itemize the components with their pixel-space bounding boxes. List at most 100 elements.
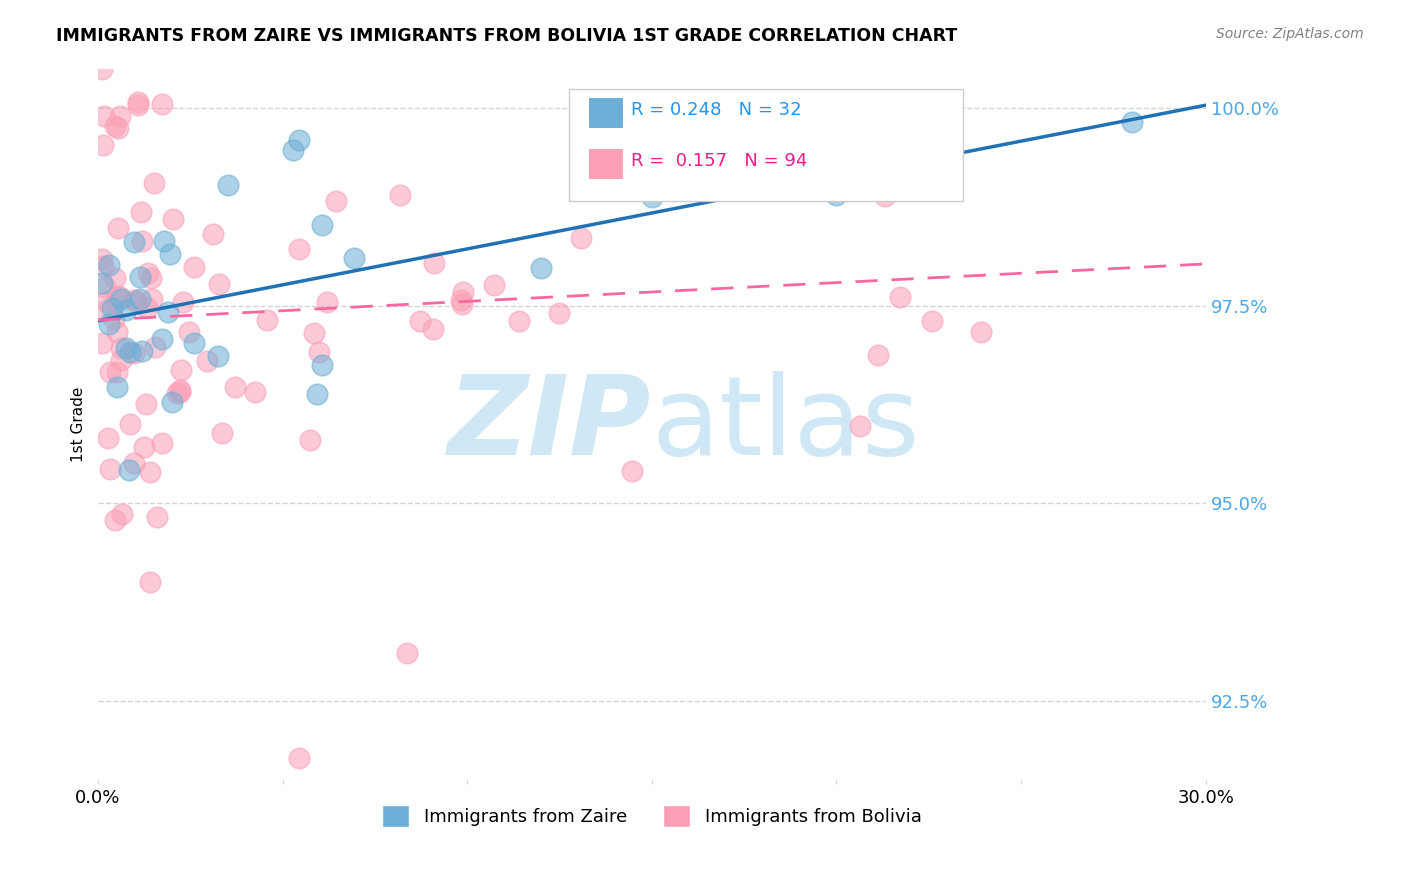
Point bbox=[316, 295, 339, 310]
Point bbox=[325, 194, 347, 209]
Point bbox=[94, 295, 117, 310]
Point bbox=[343, 251, 366, 265]
Point bbox=[224, 380, 246, 394]
Point bbox=[170, 363, 193, 377]
Point bbox=[211, 425, 233, 440]
Point bbox=[125, 294, 148, 309]
Point bbox=[288, 750, 311, 764]
Point bbox=[101, 301, 124, 316]
Point bbox=[311, 358, 333, 372]
Point bbox=[179, 325, 201, 339]
Point bbox=[129, 292, 152, 306]
Point bbox=[217, 178, 239, 192]
Point bbox=[620, 464, 643, 478]
Point bbox=[157, 304, 180, 318]
Point bbox=[135, 301, 157, 316]
Point bbox=[97, 258, 120, 272]
Point bbox=[243, 385, 266, 400]
Point bbox=[93, 109, 115, 123]
Point bbox=[111, 507, 134, 521]
Text: IMMIGRANTS FROM ZAIRE VS IMMIGRANTS FROM BOLIVIA 1ST GRADE CORRELATION CHART: IMMIGRANTS FROM ZAIRE VS IMMIGRANTS FROM… bbox=[56, 27, 957, 45]
Point bbox=[195, 353, 218, 368]
Point bbox=[90, 335, 112, 350]
Point bbox=[201, 227, 224, 242]
Point bbox=[970, 326, 993, 340]
Point bbox=[104, 513, 127, 527]
Point bbox=[127, 98, 149, 112]
Point bbox=[94, 280, 117, 294]
Point bbox=[90, 252, 112, 266]
Point bbox=[311, 219, 333, 233]
Point bbox=[107, 289, 129, 303]
Point bbox=[162, 212, 184, 227]
Point bbox=[548, 306, 571, 320]
Point bbox=[160, 394, 183, 409]
Point bbox=[706, 175, 728, 189]
Point bbox=[921, 313, 943, 327]
Point bbox=[183, 260, 205, 275]
Point bbox=[150, 96, 173, 111]
Point bbox=[1121, 115, 1143, 129]
Point bbox=[409, 314, 432, 328]
Point bbox=[281, 144, 304, 158]
Point bbox=[848, 419, 870, 434]
Legend: Immigrants from Zaire, Immigrants from Bolivia: Immigrants from Zaire, Immigrants from B… bbox=[375, 798, 929, 835]
Point bbox=[641, 190, 664, 204]
Point bbox=[388, 188, 411, 202]
Point bbox=[139, 271, 162, 285]
Point bbox=[143, 341, 166, 355]
Text: atlas: atlas bbox=[652, 370, 921, 477]
Point bbox=[450, 293, 472, 308]
Point bbox=[129, 270, 152, 285]
Point bbox=[207, 349, 229, 363]
Point bbox=[122, 456, 145, 470]
Point bbox=[288, 242, 311, 256]
Point bbox=[105, 380, 128, 394]
Point bbox=[117, 463, 139, 477]
Point bbox=[139, 574, 162, 589]
Point bbox=[825, 188, 848, 202]
Point bbox=[114, 302, 136, 317]
Point bbox=[159, 246, 181, 260]
Point bbox=[107, 220, 129, 235]
Point bbox=[97, 431, 120, 445]
Point bbox=[90, 62, 112, 77]
Point bbox=[256, 313, 278, 327]
Point bbox=[108, 109, 131, 123]
Point bbox=[91, 259, 114, 273]
Point bbox=[118, 345, 141, 359]
Point bbox=[150, 436, 173, 450]
Point bbox=[166, 385, 188, 400]
Point bbox=[136, 266, 159, 280]
Point bbox=[868, 348, 890, 362]
Point bbox=[169, 383, 191, 397]
Point bbox=[118, 417, 141, 432]
Point bbox=[423, 256, 446, 270]
Point bbox=[569, 230, 592, 244]
Point bbox=[110, 341, 132, 355]
Point bbox=[150, 332, 173, 346]
Point bbox=[107, 365, 129, 379]
Point bbox=[873, 188, 896, 202]
Point bbox=[288, 134, 311, 148]
Point bbox=[110, 352, 132, 367]
Point bbox=[107, 120, 129, 135]
Point bbox=[482, 277, 505, 292]
Point bbox=[889, 290, 911, 304]
Point bbox=[90, 276, 112, 290]
Point bbox=[124, 235, 146, 249]
Point bbox=[131, 234, 153, 248]
Point bbox=[305, 387, 328, 401]
Point bbox=[759, 170, 782, 185]
Point bbox=[709, 130, 731, 145]
Point bbox=[450, 297, 472, 311]
Text: Source: ZipAtlas.com: Source: ZipAtlas.com bbox=[1216, 27, 1364, 41]
Point bbox=[422, 322, 444, 336]
Point bbox=[134, 440, 156, 454]
Point bbox=[122, 346, 145, 360]
Y-axis label: 1st Grade: 1st Grade bbox=[72, 386, 86, 462]
Text: R =  0.157   N = 94: R = 0.157 N = 94 bbox=[631, 152, 807, 169]
Point bbox=[142, 177, 165, 191]
Point bbox=[98, 317, 121, 331]
Point bbox=[115, 341, 138, 355]
